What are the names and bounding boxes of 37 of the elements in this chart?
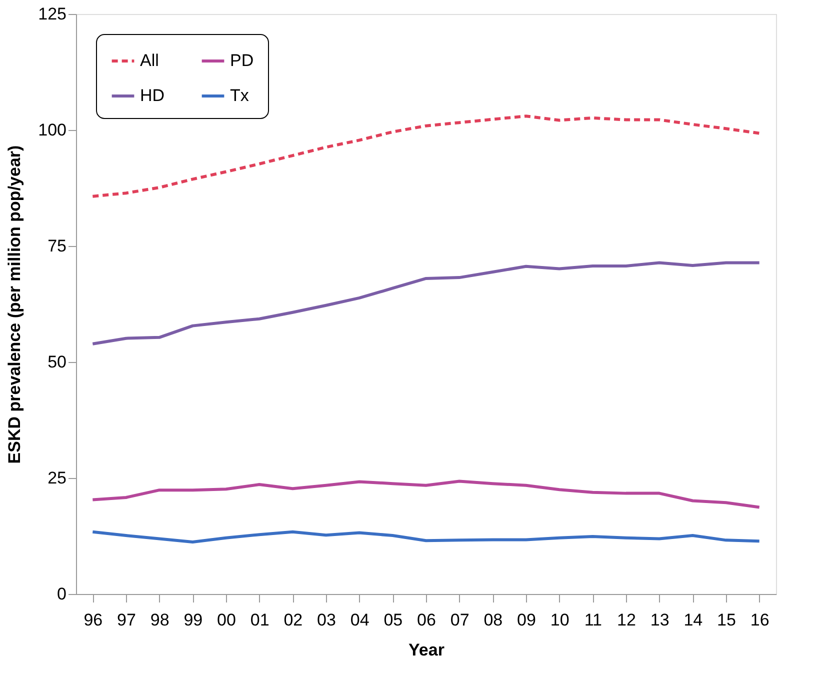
x-axis-title: Year (408, 640, 445, 660)
x-tick-label: 97 (117, 610, 136, 630)
line-series (91, 530, 761, 544)
x-tick-label: 04 (350, 610, 370, 630)
x-tick-label: 07 (450, 610, 470, 630)
x-tick-label: 02 (284, 610, 303, 630)
y-tick-label: 125 (38, 4, 66, 24)
x-tick-label: 99 (184, 610, 203, 630)
x-tick-label: 16 (750, 610, 770, 630)
x-tick-label: 14 (684, 610, 703, 630)
x-tick-label: 09 (517, 610, 536, 630)
y-tick-label: 100 (38, 120, 66, 140)
legend-label: PD (230, 51, 254, 70)
x-tick-label: 05 (384, 610, 403, 630)
legend-label: Tx (230, 86, 250, 105)
x-tick-label: 03 (317, 610, 336, 630)
x-tick-label: 10 (550, 610, 570, 630)
x-tick-label: 01 (250, 610, 270, 630)
x-tick-label: 08 (484, 610, 503, 630)
x-tick-label: 15 (717, 610, 736, 630)
y-axis-title: ESKD prevalence (per million pop/year) (5, 145, 24, 464)
line-series (91, 261, 761, 346)
line-series (91, 480, 761, 509)
x-tick-label: 98 (150, 610, 170, 630)
x-tick-label: 00 (217, 610, 236, 630)
y-tick-label: 75 (48, 236, 66, 256)
y-tick-label: 0 (57, 584, 66, 604)
x-tick-label: 96 (84, 610, 103, 630)
legend-label: All (140, 51, 159, 70)
x-tick-label: 11 (584, 610, 602, 630)
x-tick-label: 12 (617, 610, 636, 630)
line-series (91, 114, 761, 198)
y-tick-label: 50 (48, 352, 66, 372)
x-tick-label: 06 (417, 610, 436, 630)
y-tick-label: 25 (48, 468, 66, 488)
legend-label: HD (140, 86, 165, 105)
x-tick-label: 13 (650, 610, 670, 630)
